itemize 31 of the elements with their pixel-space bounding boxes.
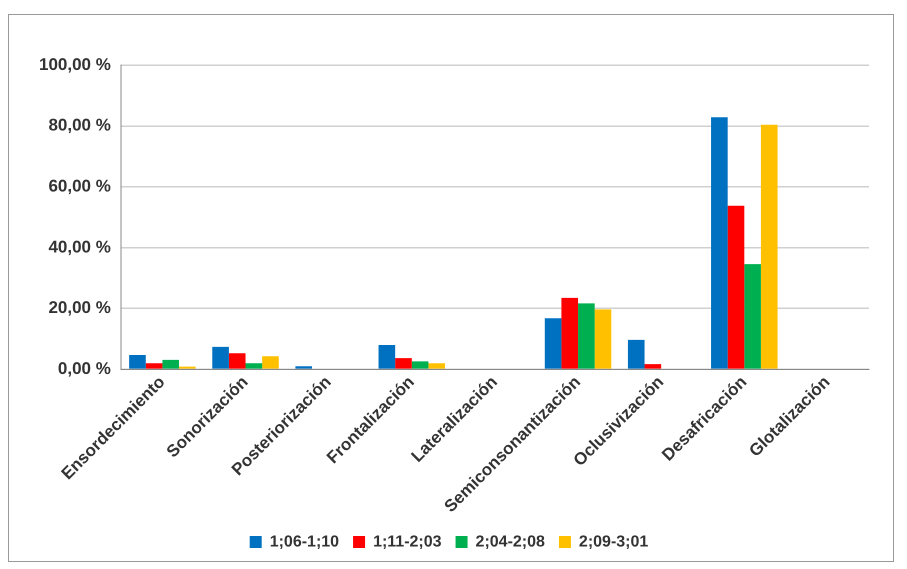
bar bbox=[162, 360, 180, 369]
bar bbox=[395, 358, 412, 369]
bar bbox=[628, 340, 645, 369]
bar bbox=[212, 346, 229, 369]
bar bbox=[428, 363, 446, 369]
bar bbox=[728, 206, 744, 369]
bar bbox=[744, 264, 761, 369]
y-tick-label: 20,00 % bbox=[48, 298, 111, 318]
bar bbox=[262, 356, 279, 369]
bar bbox=[561, 298, 578, 369]
y-tick-label: 60,00 % bbox=[48, 176, 111, 196]
legend-label: 2;09-3;01 bbox=[578, 533, 648, 550]
y-tick-label: 40,00 % bbox=[48, 237, 111, 256]
y-tick-label: 0,00 % bbox=[58, 359, 111, 378]
bar bbox=[578, 303, 595, 369]
bar bbox=[594, 309, 612, 369]
bar bbox=[378, 344, 396, 369]
bar bbox=[711, 117, 728, 369]
y-tick-label: 100,00 % bbox=[38, 54, 111, 74]
bar bbox=[246, 363, 262, 369]
bar bbox=[644, 364, 662, 369]
legend-label: 1;11-2;03 bbox=[373, 533, 442, 550]
bar bbox=[228, 353, 246, 369]
legend-label: 2;04-2;08 bbox=[476, 533, 546, 550]
bar bbox=[544, 318, 562, 369]
legend-label: 1;06-1;10 bbox=[270, 533, 340, 550]
bar bbox=[412, 361, 428, 369]
bar bbox=[146, 363, 162, 369]
y-tick-label: 80,00 % bbox=[48, 116, 111, 135]
bar bbox=[129, 355, 146, 369]
bar bbox=[760, 124, 778, 369]
